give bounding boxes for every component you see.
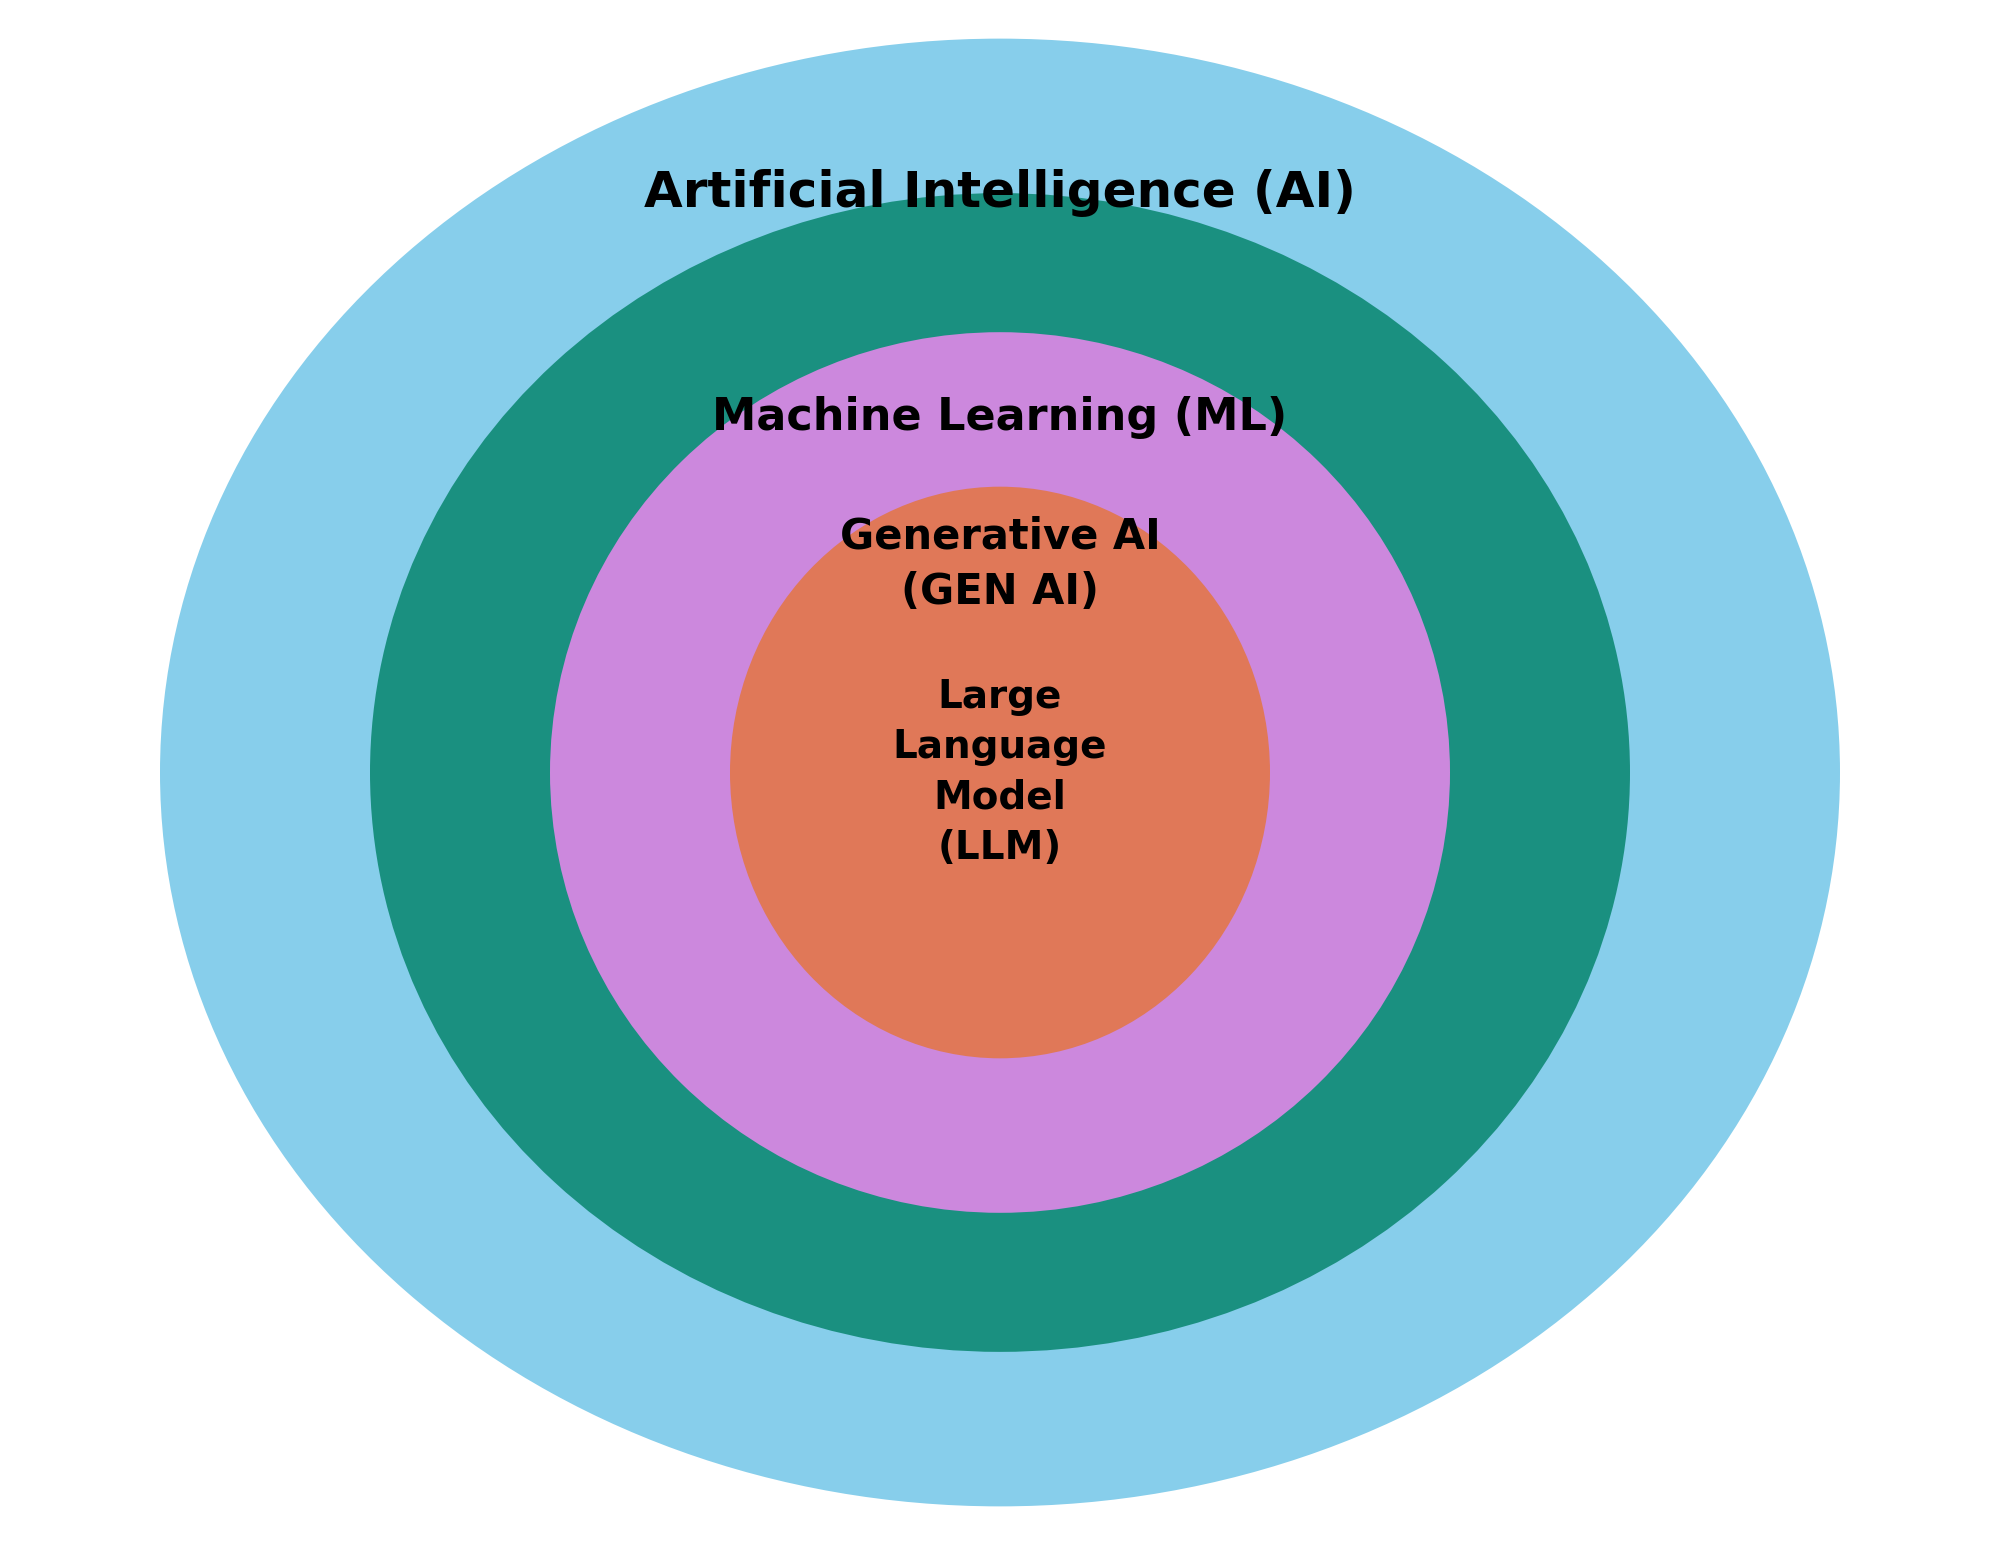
Text: Machine Learning (ML): Machine Learning (ML) [712,396,1288,439]
Text: Artificial Intelligence (AI): Artificial Intelligence (AI) [644,168,1356,218]
Text: Generative AI
(GEN AI): Generative AI (GEN AI) [840,516,1160,612]
Ellipse shape [370,193,1630,1352]
Ellipse shape [550,332,1450,1213]
Ellipse shape [730,487,1270,1058]
Text: Large
Language
Model
(LLM): Large Language Model (LLM) [892,678,1108,867]
Ellipse shape [160,39,1840,1506]
